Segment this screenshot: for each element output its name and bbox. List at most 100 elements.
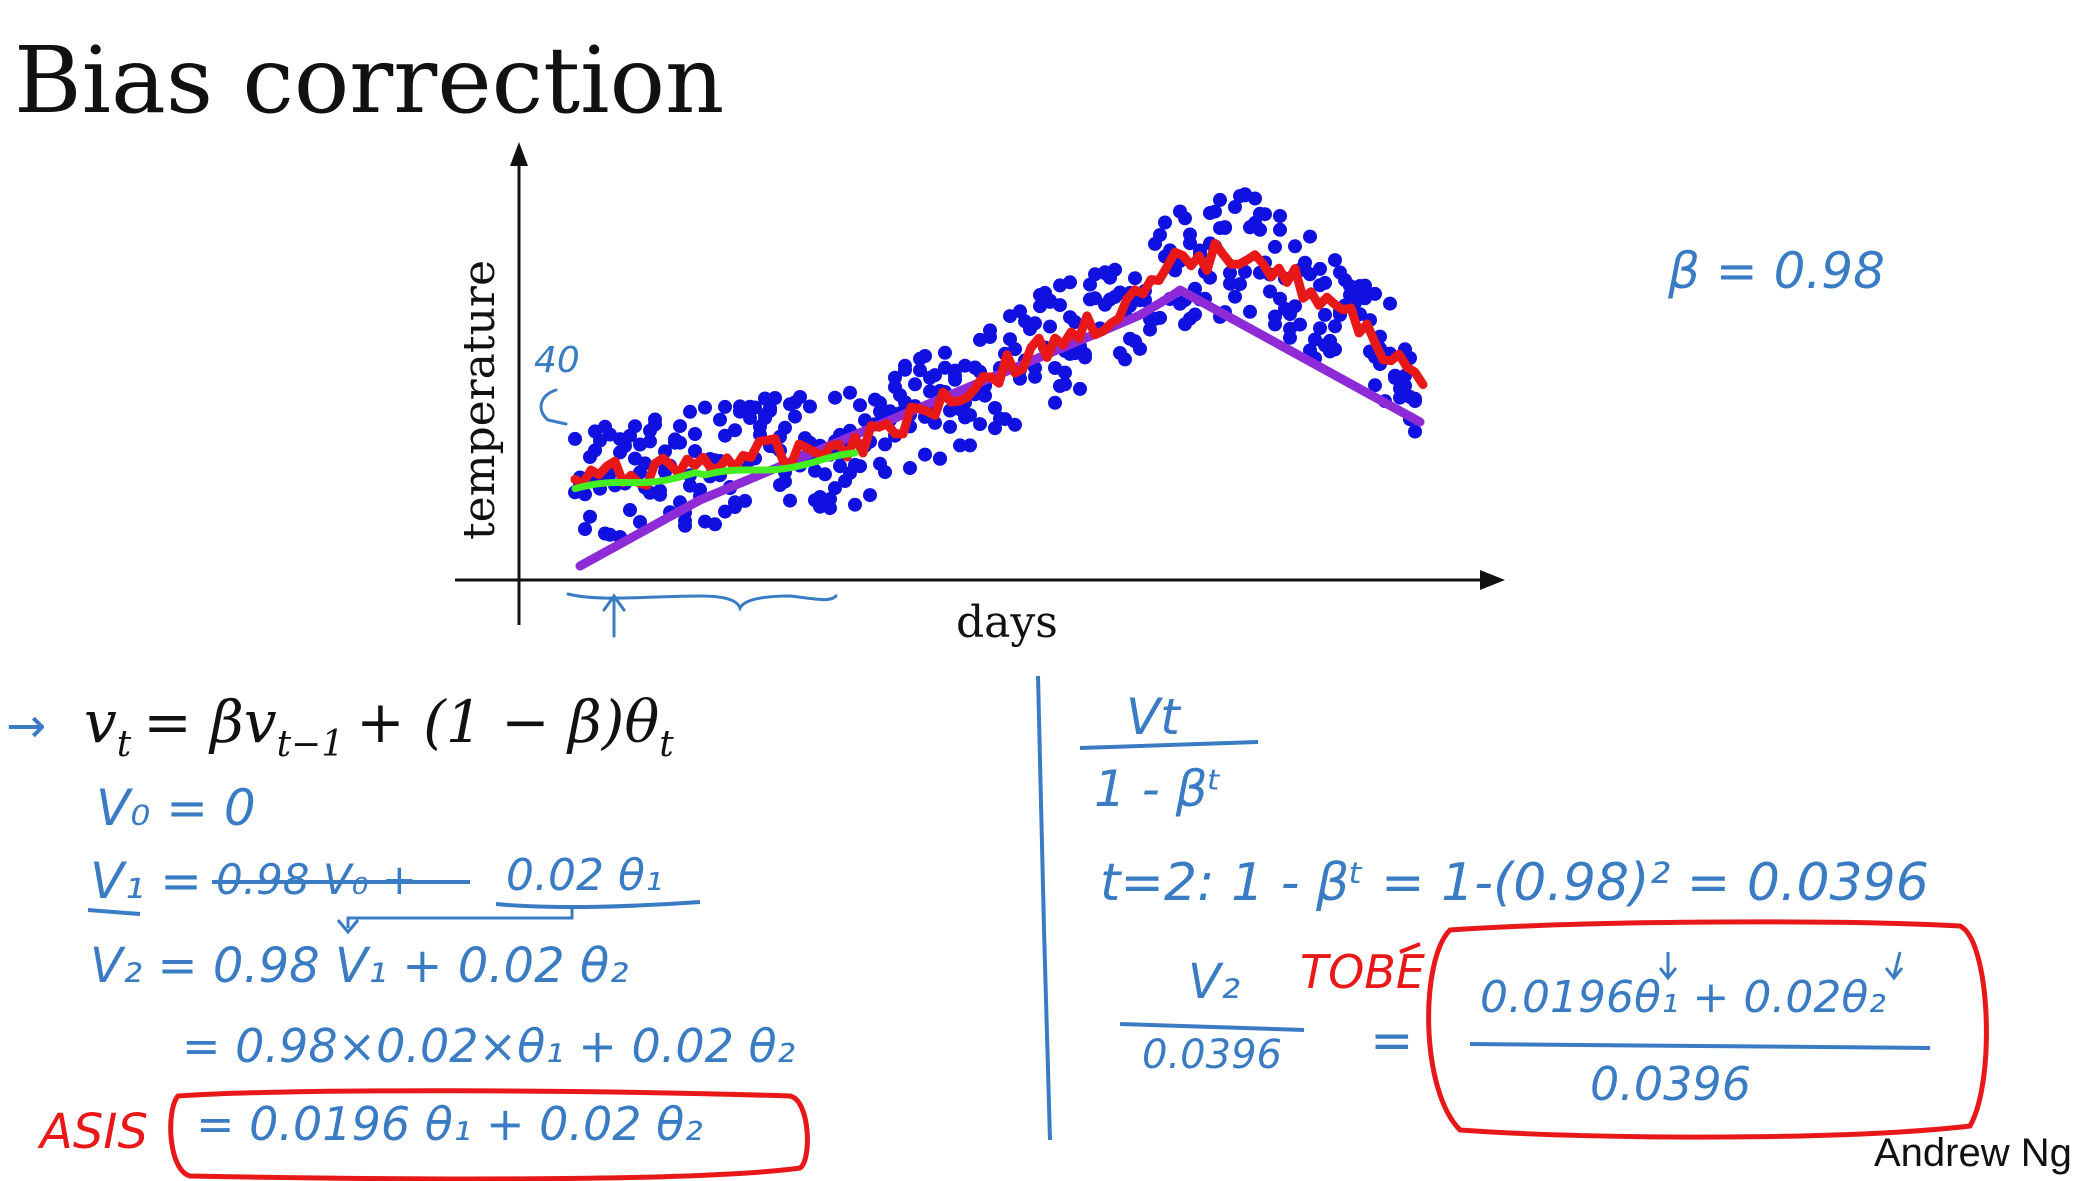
data-point: [1383, 296, 1397, 311]
data-point: [1058, 365, 1072, 380]
formula-sub-t: t: [117, 724, 132, 765]
data-point: [1008, 417, 1022, 432]
data-point: [1243, 304, 1257, 319]
data-point: [1028, 316, 1042, 331]
bias-frac-denominator: 1 - βᵗ: [1094, 760, 1222, 818]
forty-label: 40: [534, 340, 580, 381]
data-point: [898, 362, 912, 377]
data-point: [1128, 271, 1142, 286]
data-point: [923, 384, 937, 399]
data-point: [1268, 309, 1282, 324]
data-point: [1213, 192, 1227, 207]
v1-lhs: V₁ =: [90, 852, 202, 910]
x-axis-arrow-icon: [1480, 570, 1505, 590]
temperature-chart: temperature days: [454, 142, 1505, 648]
t2-line: t=2: 1 - βᵗ = 1-(0.98)² = 0.0396: [1100, 853, 1929, 913]
data-point: [688, 427, 702, 441]
data-point: [718, 399, 732, 414]
data-point: [713, 412, 727, 427]
data-point: [828, 481, 842, 496]
vertical-divider: [1036, 675, 1052, 1141]
data-point: [818, 467, 832, 482]
data-point: [938, 345, 952, 360]
data-point: [788, 409, 802, 424]
data-point: [978, 388, 992, 403]
v1-lhs-underline: [87, 908, 141, 916]
data-point: [1273, 209, 1287, 223]
data-point: [1288, 239, 1302, 254]
data-point: [1113, 285, 1127, 300]
data-point: [1028, 369, 1042, 384]
data-point: [983, 330, 997, 344]
data-point: [583, 509, 597, 524]
data-point: [643, 434, 657, 449]
data-point: [1303, 229, 1317, 244]
data-point: [1268, 239, 1282, 254]
formula-block: → vt = βvt−1 + (1 − β)θt: [6, 688, 674, 765]
data-point: [673, 419, 687, 434]
data-point: [633, 515, 647, 529]
v2-frac-bar: [1119, 1022, 1305, 1032]
tobe-denominator: 0.0396: [1590, 1057, 1751, 1111]
data-point: [863, 488, 877, 503]
data-point: [728, 423, 742, 438]
data-point: [1238, 264, 1252, 279]
asis-label: ASIS: [37, 1104, 148, 1160]
right-handwriting: Vt 1 - βᵗ t=2: 1 - βᵗ = 1-(0.98)² = 0.03…: [1079, 688, 1931, 1111]
data-point: [1088, 291, 1102, 306]
data-point: [953, 438, 967, 453]
data-point: [1253, 222, 1267, 237]
tobe-box: [1426, 919, 1989, 1140]
v0-line: V₀ = 0: [96, 779, 256, 837]
data-point: [828, 390, 842, 405]
data-point: [1183, 236, 1197, 251]
data-point: [1313, 261, 1327, 276]
data-point: [1313, 321, 1327, 336]
data-point: [903, 461, 917, 475]
data-point: [628, 419, 642, 434]
green-series-line: [571, 449, 859, 493]
formula-rest: + (1 − β)θ: [356, 688, 659, 756]
data-point: [653, 483, 667, 498]
data-point: [1208, 204, 1222, 219]
data-point: [638, 456, 652, 471]
data-point: [963, 438, 977, 453]
v1-substitution-arrow-icon: [336, 906, 574, 935]
data-point: [1063, 275, 1077, 290]
data-point: [878, 437, 892, 452]
result-line: = 0.0196 θ₁ + 0.02 θ₂: [196, 1097, 703, 1151]
data-point: [1118, 352, 1132, 367]
v1-underline: [495, 900, 701, 910]
data-point: [1078, 350, 1092, 365]
data-point: [1293, 317, 1307, 332]
tobe-numerator: 0.0196θ₁ + 0.02θ₂: [1480, 972, 1886, 1023]
formula-arrow-icon: →: [6, 698, 46, 754]
tobe-arrow-2-icon: [1884, 951, 1904, 981]
data-point: [623, 503, 637, 517]
data-point: [1073, 381, 1087, 396]
v2-numerator: V₂: [1188, 954, 1240, 1010]
data-point: [578, 487, 592, 502]
data-point: [988, 401, 1002, 415]
data-point: [1058, 377, 1072, 392]
tobe-label: TOBE: [1300, 945, 1425, 999]
data-point: [698, 400, 712, 415]
v1-struck-term: 0.98 V₀ +: [216, 855, 417, 904]
x-axis-label: days: [956, 597, 1058, 648]
data-point: [1223, 266, 1237, 280]
data-point: [688, 444, 702, 459]
data-point: [973, 417, 987, 432]
data-point: [1043, 319, 1057, 334]
data-point: [1258, 207, 1272, 222]
tobe-pointer-icon: [1399, 942, 1421, 954]
data-point: [918, 349, 932, 363]
data-point: [1318, 275, 1332, 290]
v1-rhs: 0.02 θ₁: [506, 850, 663, 901]
data-point: [1048, 395, 1062, 410]
data-point: [768, 391, 782, 405]
data-point: [933, 451, 947, 466]
v2-equals: =: [1370, 1011, 1414, 1071]
formula-v: v: [84, 688, 117, 756]
data-point: [568, 431, 582, 446]
data-point: [843, 385, 857, 400]
